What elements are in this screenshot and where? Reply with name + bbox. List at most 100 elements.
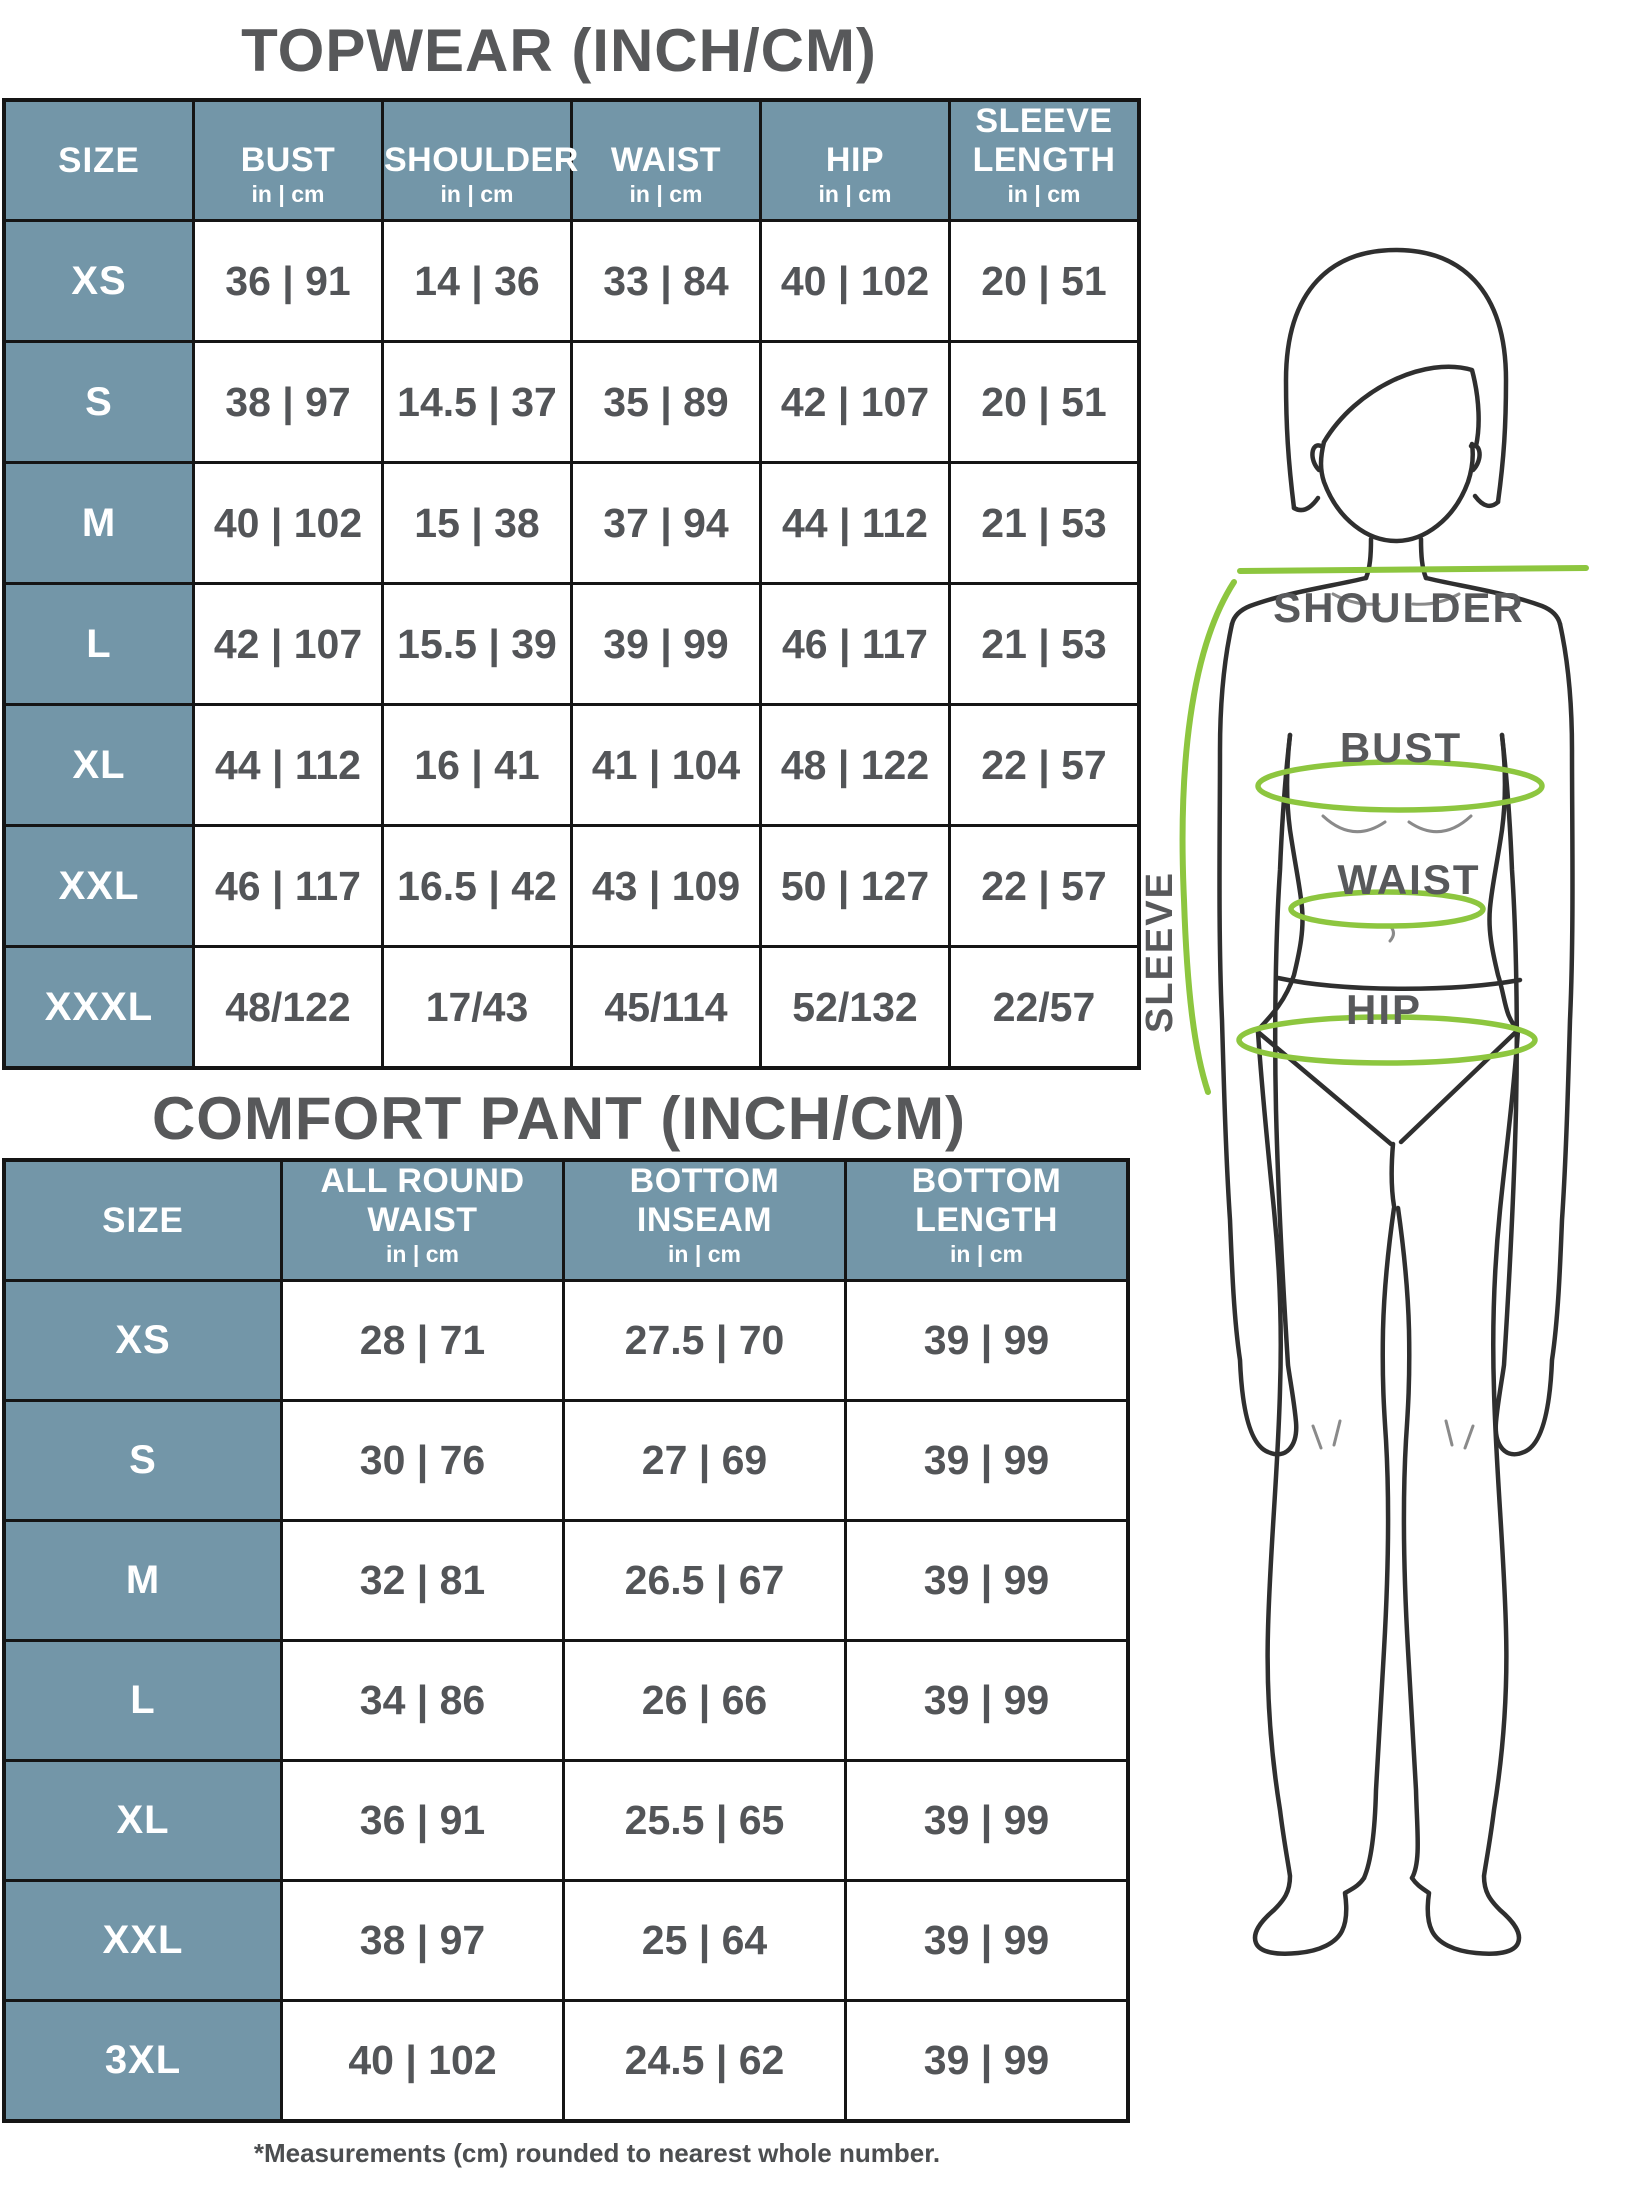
ear-left xyxy=(1310,443,1324,473)
shoulder-measure-line xyxy=(1237,565,1589,574)
measurement-cell: 40 | 102 xyxy=(759,218,951,344)
measurement-cell: 30 | 76 xyxy=(280,1399,565,1522)
column-header: ALL ROUND WAIST in | cm xyxy=(280,1158,565,1282)
measurement-cell: 15.5 | 39 xyxy=(381,582,573,707)
measurement-cell: 37 | 94 xyxy=(570,461,762,586)
header-row: SIZE BUST in | cm SHOULDER in | cm WAIST in | … xyxy=(2,98,1141,222)
table-row: XL 44 | 112 16 | 41 41 | 104 48 | 122 22 | 57 xyxy=(2,703,1141,828)
column-header-label: BOTTOM xyxy=(629,1162,780,1200)
shoulder-right xyxy=(1423,575,1563,627)
measurement-cell: 46 | 117 xyxy=(759,582,951,707)
column-header-label: WAIST xyxy=(367,1201,478,1239)
column-header-label: SLEEVE xyxy=(975,102,1113,140)
size-cell: S xyxy=(2,340,195,465)
column-header-label: WAIST xyxy=(610,141,722,179)
measurement-cell: 17/43 xyxy=(381,945,573,1070)
shoulder-label: SHOULDER xyxy=(1273,584,1525,631)
column-header-unit: in | cm xyxy=(629,181,703,207)
measurement-cell: 32 | 81 xyxy=(280,1519,565,1642)
sleeve-measure-line xyxy=(1179,579,1237,1095)
measurement-cell: 48/122 xyxy=(192,945,384,1070)
table-row: XXXL 48/122 17/43 45/114 52/132 22/57 xyxy=(2,945,1141,1070)
column-header-label: HIP xyxy=(825,141,885,179)
sleeve-label: SLEEVE xyxy=(1139,871,1181,1033)
column-header-label: LENGTH xyxy=(915,1201,1058,1239)
measurement-cell: 36 | 91 xyxy=(192,218,384,344)
figure-outline xyxy=(1217,247,1575,1956)
measurement-cell: 52/132 xyxy=(759,945,951,1070)
measurement-cell: 45/114 xyxy=(570,945,762,1070)
size-cell: M xyxy=(2,461,195,586)
hip-label: HIP xyxy=(1346,986,1422,1033)
measurement-cell: 43 | 109 xyxy=(570,824,762,949)
column-header: HIP in | cm xyxy=(759,98,951,222)
measurement-cell: 40 | 102 xyxy=(192,461,384,586)
measurement-cell: 39 | 99 xyxy=(844,1759,1130,1882)
size-cell: XS xyxy=(2,1279,283,1402)
column-header-size: SIZE xyxy=(2,1158,283,1282)
table-row: XS 28 | 71 27.5 | 70 39 | 99 xyxy=(2,1279,1130,1402)
measurement-cell: 24.5 | 62 xyxy=(562,1999,847,2122)
table-row: L 34 | 86 26 | 66 39 | 99 xyxy=(2,1639,1130,1762)
neck-right xyxy=(1418,536,1429,581)
column-header: SHOULDER in | cm xyxy=(381,98,579,222)
leg-right xyxy=(1409,1027,1522,1956)
measurement-cell: 38 | 97 xyxy=(192,340,384,465)
column-header: BOTTOM INSEAM in | cm xyxy=(562,1158,847,1282)
crotch-line xyxy=(1389,1141,1397,1209)
hair-outline xyxy=(1283,247,1509,511)
column-header: SLEEVE LENGTH in | cm xyxy=(948,98,1141,222)
measurement-cell: 39 | 99 xyxy=(844,1999,1130,2122)
table-row: M 40 | 102 15 | 38 37 | 94 44 | 112 21 | 53 xyxy=(2,461,1141,586)
column-header-unit: in | cm xyxy=(1007,181,1081,207)
column-header-unit: in | cm xyxy=(386,1241,459,1267)
measurement-guides xyxy=(1179,565,1589,1095)
measurement-cell: 39 | 99 xyxy=(844,1519,1130,1642)
underwear-left xyxy=(1255,1029,1394,1147)
column-header: WAIST in | cm xyxy=(570,98,762,222)
leg-right-inner xyxy=(1395,1205,1420,1881)
arm-right xyxy=(1493,621,1575,1457)
column-header: BOTTOM LENGTH in | cm xyxy=(844,1158,1130,1282)
column-header-unit: in | cm xyxy=(818,181,892,207)
ear-right xyxy=(1468,443,1482,473)
size-cell: S xyxy=(2,1399,283,1522)
measurement-cell: 14.5 | 37 xyxy=(381,340,573,465)
bust-label: BUST xyxy=(1340,724,1462,771)
measurement-cell: 25 | 64 xyxy=(562,1879,847,2002)
table-row: S 38 | 97 14.5 | 37 35 | 89 42 | 107 20 | 51 xyxy=(2,340,1141,465)
column-header-unit: in | cm xyxy=(668,1241,741,1267)
measurement-cell: 25.5 | 65 xyxy=(562,1759,847,1882)
size-cell: XL xyxy=(2,1759,283,1882)
measurement-cell: 22 | 57 xyxy=(948,824,1141,949)
comfort-pant-title: COMFORT PANT (INCH/CM) xyxy=(151,1085,967,1152)
measurement-cell: 22/57 xyxy=(948,945,1141,1070)
waist-label: WAIST xyxy=(1338,856,1481,903)
column-header-label: SHOULDER xyxy=(384,141,579,179)
measurement-cell: 50 | 127 xyxy=(759,824,951,949)
column-header-label: LENGTH xyxy=(972,141,1116,179)
measurement-cell: 33 | 84 xyxy=(570,218,762,344)
hair-fringe xyxy=(1321,364,1481,449)
measurement-cell: 27.5 | 70 xyxy=(562,1279,847,1402)
measurement-cell: 39 | 99 xyxy=(844,1399,1130,1522)
neck-left xyxy=(1363,536,1374,581)
size-cell: XXXL xyxy=(2,945,195,1070)
bust-measure-ellipse xyxy=(1255,759,1545,813)
measurement-cell: 36 | 91 xyxy=(280,1759,565,1882)
size-cell: L xyxy=(2,1639,283,1762)
size-cell: M xyxy=(2,1519,283,1642)
torso-right xyxy=(1487,732,1521,1033)
measurement-cell: 15 | 38 xyxy=(381,461,573,586)
measurement-cell: 42 | 107 xyxy=(759,340,951,465)
waist-measure-ellipse xyxy=(1288,889,1486,929)
measurement-cell: 39 | 99 xyxy=(570,582,762,707)
hair-tip-left xyxy=(1291,495,1321,513)
leg-left xyxy=(1252,1029,1367,1956)
measurement-cell: 27 | 69 xyxy=(562,1399,847,1522)
figure-detail-lines xyxy=(1311,592,1475,1450)
hip-crease xyxy=(1275,975,1523,991)
female-body-figure: SHOULDER BUST WAIST HIP SLEEVE xyxy=(1139,247,1589,1956)
measurement-cell: 16.5 | 42 xyxy=(381,824,573,949)
